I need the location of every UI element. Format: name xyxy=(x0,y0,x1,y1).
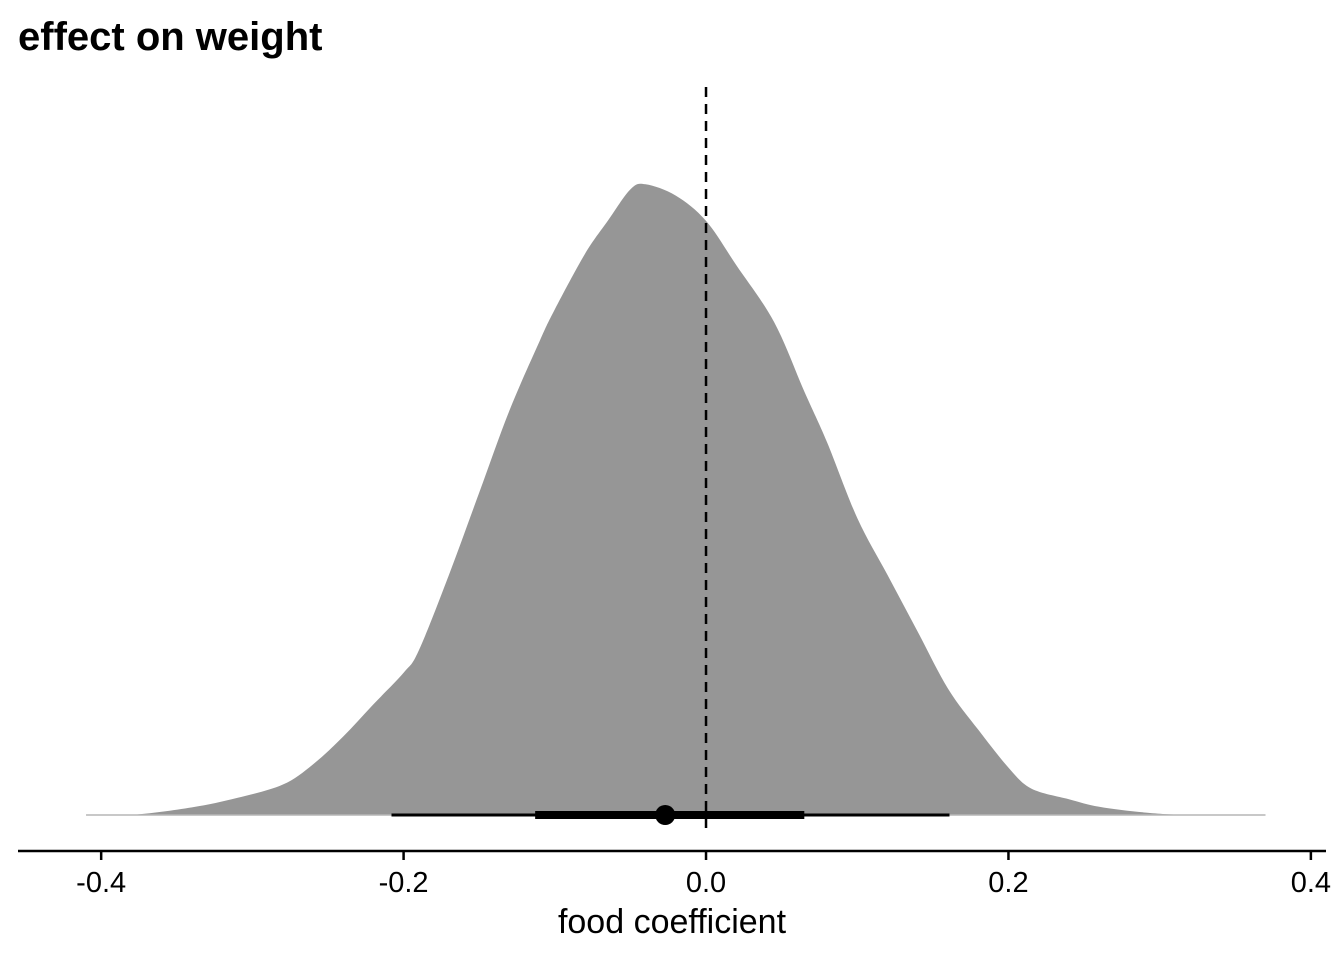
x-axis-title: food coefficient xyxy=(558,903,787,941)
plot-area xyxy=(86,87,1266,828)
density-area xyxy=(86,183,1266,815)
x-axis-ticks: -0.4 -0.2 0.0 0.2 0.4 xyxy=(76,851,1331,899)
x-tick-label: -0.4 xyxy=(76,867,126,899)
x-tick-label: 0.4 xyxy=(1291,867,1331,899)
x-tick-label: 0.2 xyxy=(988,867,1028,899)
chart-title: effect on weight xyxy=(18,15,322,59)
x-tick-label: -0.2 xyxy=(379,867,429,899)
point-estimate xyxy=(655,805,676,825)
x-tick-label: 0.0 xyxy=(686,867,726,899)
